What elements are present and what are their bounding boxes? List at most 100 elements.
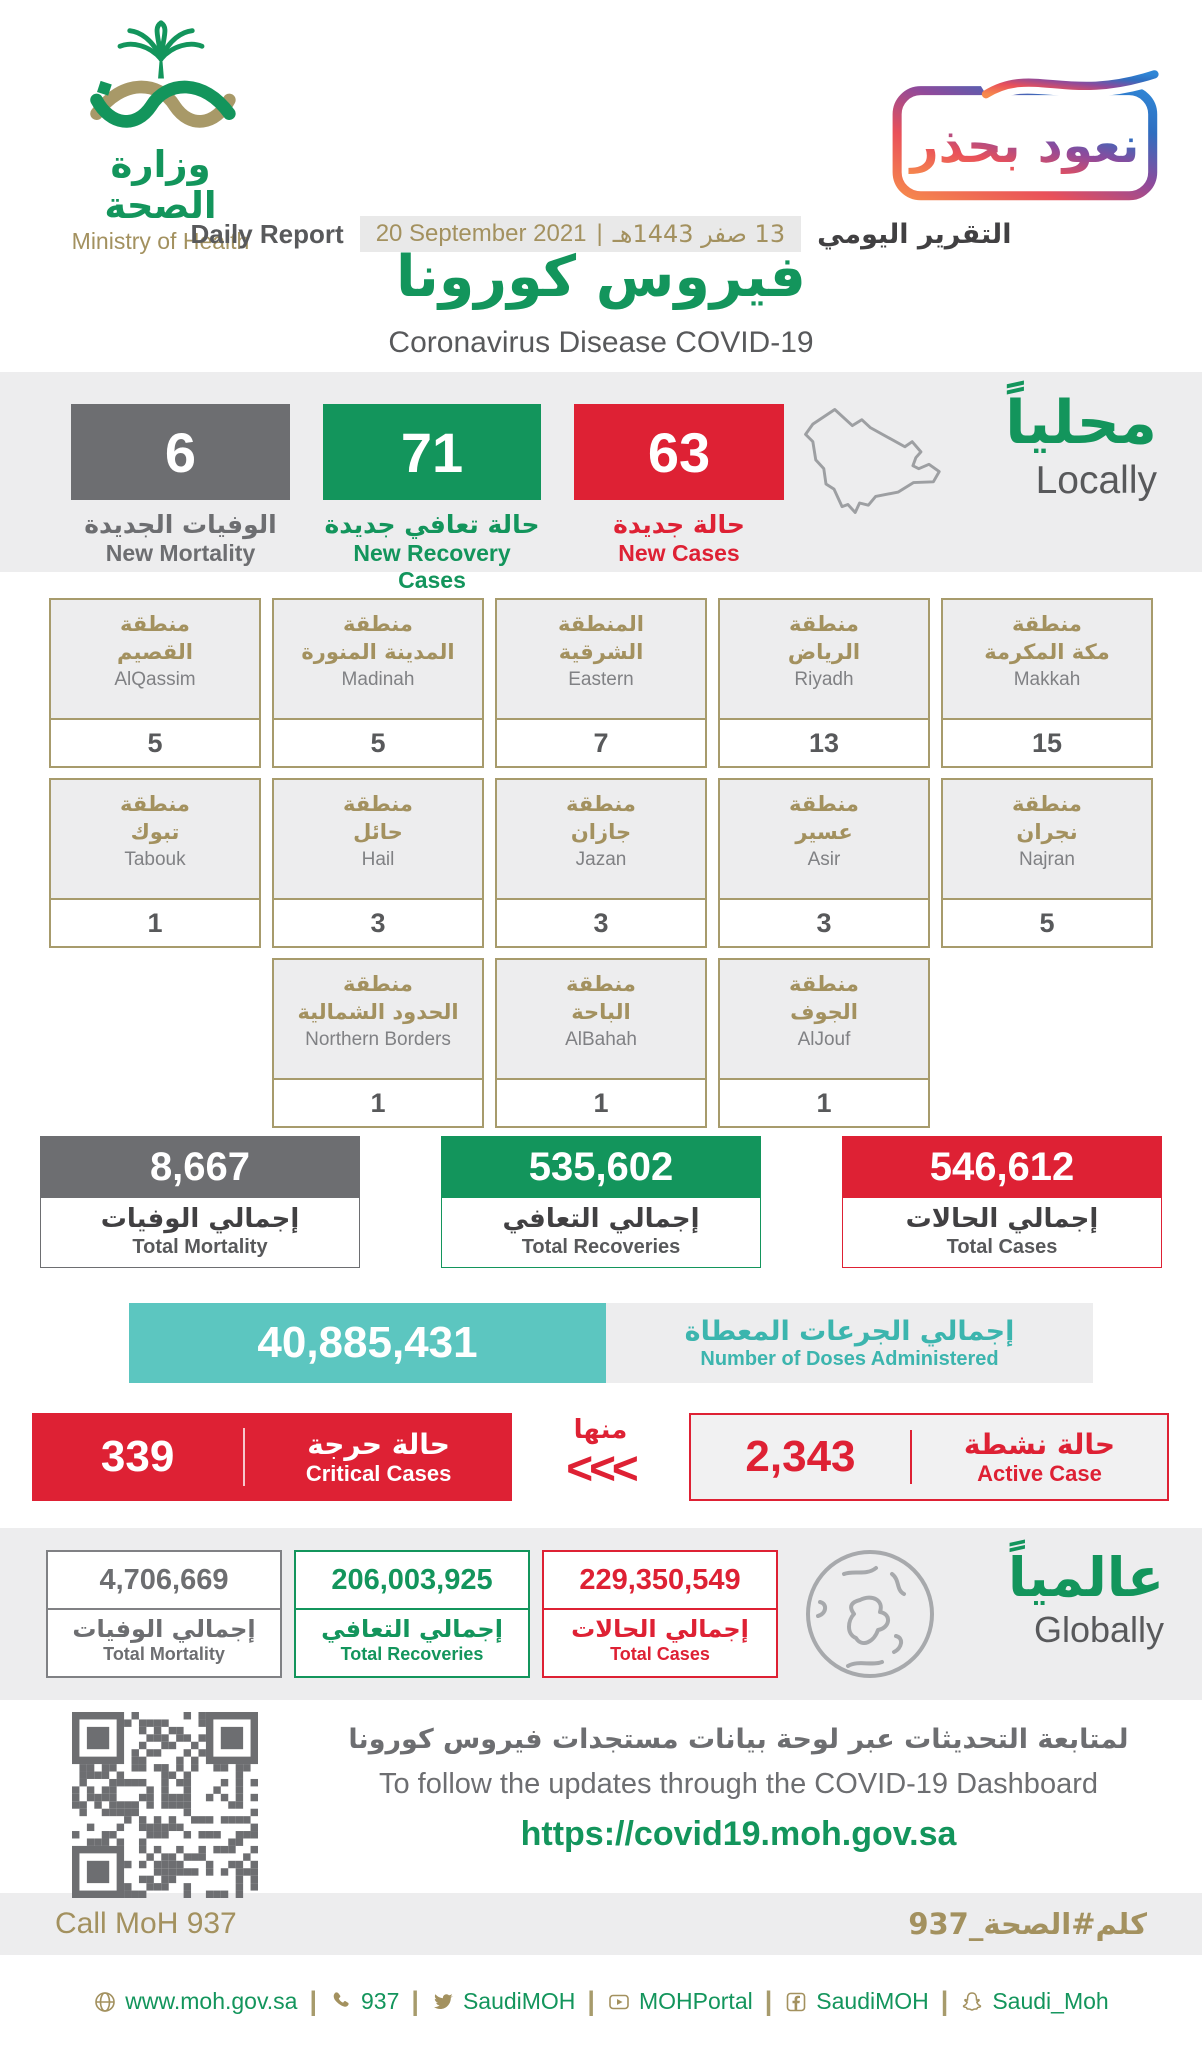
new-recoveries-label-ar: حالة تعافي جديدة xyxy=(324,510,540,539)
page-title-ar: فيروس كورونا xyxy=(396,244,806,310)
global-mortality-value: 4,706,669 xyxy=(48,1552,280,1610)
total-mortality-value: 8,667 xyxy=(40,1136,360,1198)
dashboard-section: لمتابعة التحديثات عبر لوحة بيانات مستجدا… xyxy=(0,1700,1202,1898)
link-label: Saudi_Moh xyxy=(992,1988,1109,2014)
doses-label: إجمالي الجرعات المعطاة Number of Doses A… xyxy=(606,1303,1093,1383)
region-value: 5 xyxy=(274,718,482,766)
global-heading: عالمياً Globally xyxy=(1008,1546,1164,1651)
new-cases-label-en: New Cases xyxy=(618,540,740,566)
local-section: 6 الوفيات الجديدة New Mortality 71 حالة … xyxy=(0,372,1202,593)
region-card-alqassim: منطقة القصيم AlQassim 5 xyxy=(49,598,261,768)
regions-row-3: منطقة الحدود الشمالية Northern Borders 1… xyxy=(0,958,1202,1128)
new-recoveries-value: 71 xyxy=(323,404,541,500)
total-recoveries-label-en: Total Recoveries xyxy=(521,1236,681,1258)
link-label: www.moh.gov.sa xyxy=(125,1988,298,2014)
new-mortality-stat: 6 الوفيات الجديدة New Mortality xyxy=(71,404,290,567)
global-cases-value: 229,350,549 xyxy=(544,1552,776,1610)
call-moh-ar: كلم#الصحة_937 xyxy=(908,1907,1147,1941)
region-name-en: Riyadh xyxy=(794,669,854,691)
doses-value: 40,885,431 xyxy=(129,1303,606,1383)
region-name-en: Madinah xyxy=(341,669,415,691)
globe-icon xyxy=(95,1991,116,2012)
moh-emblem-icon xyxy=(89,20,236,128)
moh-logo: وزارة الصحة Ministry of Health xyxy=(48,18,273,255)
date-hijri: 13 صفر 1443هـ xyxy=(612,220,786,248)
regions-row-1: منطقة القصيم AlQassim 5 منطقة المدينة ال… xyxy=(0,598,1202,768)
separator: | xyxy=(411,1986,419,2016)
total-cases-value: 546,612 xyxy=(842,1136,1162,1198)
region-card-aljouf: منطقة الجوف AlJouf 1 xyxy=(718,958,930,1128)
regions-grid: منطقة القصيم AlQassim 5 منطقة المدينة ال… xyxy=(0,572,1202,1128)
global-heading-en: Globally xyxy=(1033,1608,1164,1650)
global-cases-box: 229,350,549 إجمالي الحالات Total Cases xyxy=(542,1550,778,1678)
twitter-icon xyxy=(433,1993,453,2009)
region-card-hail: منطقة حائل Hail 3 xyxy=(272,778,484,948)
global-recoveries-label-ar: إجمالي التعافي xyxy=(321,1615,503,1643)
region-card-makkah: منطقة مكة المكرمة Makkah 15 xyxy=(941,598,1153,768)
separator: | xyxy=(587,1986,595,2016)
total-mortality-label-en: Total Mortality xyxy=(132,1236,268,1258)
region-name-ar: منطقة حائل xyxy=(343,792,413,844)
critical-cases-box: 339 حالة حرجة Critical Cases xyxy=(32,1413,512,1501)
region-name-ar: منطقة القصيم xyxy=(117,612,193,664)
region-value: 13 xyxy=(720,718,928,766)
global-cases-label-en: Total Cases xyxy=(610,1644,710,1664)
region-value: 3 xyxy=(720,898,928,946)
critical-active-section: 339 حالة حرجة Critical Cases منها <<< 2,… xyxy=(0,1383,1202,1528)
global-section: 4,706,669 إجمالي الوفيات Total Mortality… xyxy=(0,1528,1202,1700)
doses-label-en: Number of Doses Administered xyxy=(700,1347,999,1370)
region-value: 3 xyxy=(274,898,482,946)
qr-code xyxy=(72,1712,258,1903)
global-heading-ar: عالمياً xyxy=(1008,1546,1164,1609)
region-card-jazan: منطقة جازان Jazan 3 xyxy=(495,778,707,948)
global-recoveries-label-en: Total Recoveries xyxy=(340,1644,484,1664)
region-name-en: Jazan xyxy=(575,849,627,871)
region-value: 3 xyxy=(497,898,705,946)
link-label: SaudiMOH xyxy=(816,1988,929,2014)
region-value: 7 xyxy=(497,718,705,766)
of-which-label: منها xyxy=(573,1415,628,1445)
dashboard-note-ar: لمتابعة التحديثات عبر لوحة بيانات مستجدا… xyxy=(348,1724,1129,1755)
total-cases-box: 546,612 إجمالي الحالات Total Cases xyxy=(842,1136,1162,1275)
region-name-en: Najran xyxy=(1019,849,1075,871)
doses-section: 40,885,431 إجمالي الجرعات المعطاة Number… xyxy=(0,1275,1202,1383)
divider xyxy=(243,1428,246,1486)
new-cases-label-ar: حالة جديدة xyxy=(613,510,745,539)
facebook-icon xyxy=(786,1992,806,2011)
total-cases-label-en: Total Cases xyxy=(946,1236,1058,1258)
new-mortality-value: 6 xyxy=(71,404,290,500)
new-cases-value: 63 xyxy=(574,404,784,500)
link-website[interactable]: www.moh.gov.sa xyxy=(93,1988,297,2015)
chevrons-icon: <<< xyxy=(566,1442,639,1494)
region-card-asir: منطقة عسير Asir 3 xyxy=(718,778,930,948)
region-name-ar: منطقة مكة المكرمة xyxy=(984,612,1110,664)
active-cases-label-ar: حالة نشطة xyxy=(963,1427,1116,1461)
region-value: 1 xyxy=(497,1078,705,1126)
link-mohportal[interactable]: MOHPortal xyxy=(607,1988,753,2015)
active-cases-box: 2,343 حالة نشطة Active Case xyxy=(689,1413,1169,1501)
social-links-bar: www.moh.gov.sa | 937 | SaudiMOH | MOHPor… xyxy=(0,1955,1202,2048)
link-facebook[interactable]: SaudiMOH xyxy=(784,1988,929,2015)
saudi-arabia-map-icon xyxy=(788,386,956,541)
link-twitter[interactable]: SaudiMOH xyxy=(431,1988,575,2015)
total-cases-label-ar: إجمالي الحالات xyxy=(905,1204,1099,1234)
region-name-ar: منطقة عسير xyxy=(789,792,859,844)
snapchat-icon xyxy=(963,1991,982,2011)
separator: | xyxy=(764,1986,773,2016)
link-snapchat[interactable]: Saudi_Moh xyxy=(960,1988,1109,2015)
local-heading: محلياً Locally xyxy=(1005,392,1157,503)
local-heading-en: Locally xyxy=(1035,459,1157,502)
dashboard-url-link[interactable]: https://covid19.moh.gov.sa xyxy=(520,1815,957,1853)
global-mortality-label-ar: إجمالي الوفيات xyxy=(72,1615,256,1643)
link-label: MOHPortal xyxy=(638,1988,753,2014)
region-value: 5 xyxy=(51,718,259,766)
total-mortality-box: 8,667 إجمالي الوفيات Total Mortality xyxy=(40,1136,360,1275)
region-value: 1 xyxy=(274,1078,482,1126)
total-recoveries-value: 535,602 xyxy=(441,1136,761,1198)
link-label: SaudiMOH xyxy=(462,1988,576,2014)
region-card-northern-borders: منطقة الحدود الشمالية Northern Borders 1 xyxy=(272,958,484,1128)
separator: | xyxy=(940,1986,949,2016)
link-call-937[interactable]: 937 xyxy=(329,1988,399,2015)
call-moh-en: Call MoH 937 xyxy=(55,1907,237,1940)
